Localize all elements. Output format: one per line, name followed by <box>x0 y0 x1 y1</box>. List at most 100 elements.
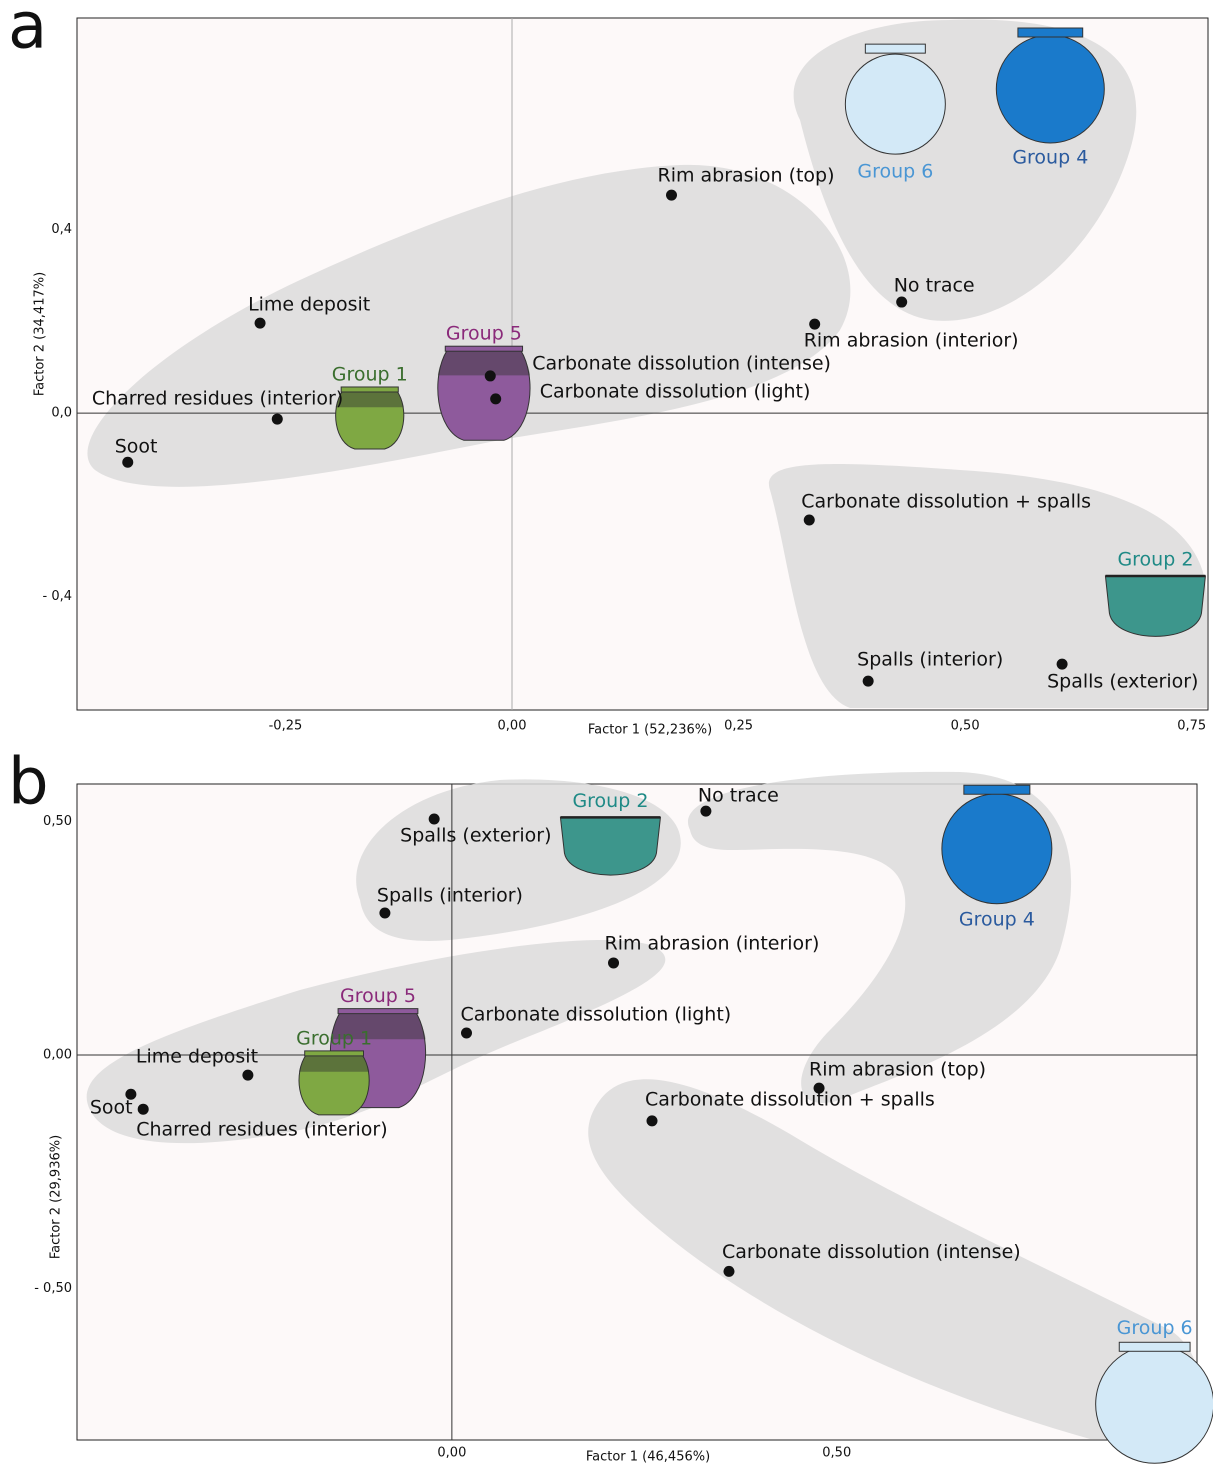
point-label: Carbonate dissolution + spalls <box>645 1088 935 1110</box>
point-label: Soot <box>115 436 158 458</box>
y-tick-label: - 0,4 <box>43 589 73 604</box>
point <box>896 296 908 308</box>
point-label: Charred residues (interior) <box>136 1119 387 1141</box>
pot-rim <box>1017 27 1084 38</box>
x-tick-label: -0,25 <box>269 719 303 734</box>
point <box>723 1265 735 1277</box>
pot-rim <box>340 386 399 393</box>
point-label: Rim abrasion (interior) <box>605 932 820 954</box>
pot-body <box>995 34 1105 144</box>
point <box>122 456 134 468</box>
point <box>379 907 391 919</box>
y-tick-label: 0,4 <box>51 222 72 237</box>
point-label: No trace <box>894 275 975 297</box>
point <box>862 675 874 687</box>
point-label: Carbonate dissolution (intense) <box>532 352 831 374</box>
point-label: Carbonate dissolution (intense) <box>722 1241 1021 1263</box>
x-axis-title: Factor 1 (52,236%) <box>588 723 712 738</box>
pot-body <box>1104 575 1206 637</box>
point <box>428 813 440 825</box>
point-label: Carbonate dissolution (light) <box>460 1004 731 1026</box>
group-icon <box>1104 574 1206 637</box>
point <box>646 1115 658 1127</box>
point-label: Rim abrasion (interior) <box>804 330 1019 352</box>
point <box>700 805 712 817</box>
y-tick-label: 0,00 <box>43 1047 72 1062</box>
point <box>666 189 677 201</box>
group-icon <box>995 27 1105 144</box>
point-label: Spalls (interior) <box>377 884 523 906</box>
x-tick-label: 0,00 <box>498 719 527 734</box>
point-label: Rim abrasion (top) <box>658 165 835 187</box>
pot-rim <box>337 1008 419 1015</box>
group-icon <box>437 345 531 441</box>
point <box>242 1069 254 1081</box>
group-label: Group 6 <box>1117 1317 1193 1339</box>
pot-decoration <box>335 390 404 408</box>
y-axis-title: Factor 2 (29,936%) <box>49 1135 64 1259</box>
group-label: Group 4 <box>1012 146 1088 168</box>
x-tick-label: 0,00 <box>437 1446 466 1461</box>
pot-rim <box>1118 1341 1191 1352</box>
group-label: Group 2 <box>572 790 648 812</box>
group-icon <box>335 386 405 450</box>
pot-body <box>437 349 531 441</box>
point-label: Rim abrasion (top) <box>809 1059 986 1081</box>
point-label: Charred residues (interior) <box>92 388 343 410</box>
panel-label: a <box>8 0 47 64</box>
group-label: Group 2 <box>1117 548 1193 570</box>
pot-rim <box>304 1050 364 1057</box>
y-tick-label: - 0,50 <box>34 1281 72 1296</box>
point <box>460 1027 472 1039</box>
pot-decoration <box>330 1012 426 1040</box>
point-label: No trace <box>698 785 779 807</box>
group-label: Group 5 <box>340 985 416 1007</box>
point-label: Lime deposit <box>136 1046 258 1068</box>
hull <box>588 1079 1201 1439</box>
pot-body <box>1095 1344 1213 1464</box>
pot-body <box>941 793 1053 905</box>
group-icon <box>1095 1341 1213 1464</box>
x-tick-label: 0,75 <box>1177 719 1206 734</box>
point <box>271 413 283 425</box>
pot-rim <box>963 784 1031 795</box>
point-label: Spalls (exterior) <box>1047 671 1198 693</box>
pot-decoration <box>299 1054 370 1072</box>
y-axis-title: Factor 2 (34,417%) <box>33 272 48 396</box>
group-label: Group 6 <box>857 161 933 183</box>
point-label: Spalls (exterior) <box>400 825 551 847</box>
point-label: Carbonate dissolution + spalls <box>801 491 1091 513</box>
group-label: Group 1 <box>296 1027 372 1049</box>
group-label: Group 4 <box>959 909 1035 931</box>
point <box>254 317 266 329</box>
marks: -0,25 0,00 0,25 0,50 0,75 0,4 0,0 - 0,4 Factor 1… <box>33 18 1213 1465</box>
pot-decoration <box>437 350 530 376</box>
pot-body <box>335 390 405 450</box>
group-icon <box>941 784 1053 905</box>
pot-body <box>559 816 662 876</box>
point-label: Carbonate dissolution (light) <box>540 380 811 402</box>
point <box>484 370 496 382</box>
pot-body <box>298 1054 370 1116</box>
point-label: Spalls (interior) <box>857 649 1003 671</box>
pot-rim <box>444 345 524 352</box>
point <box>1056 658 1068 670</box>
x-tick-label: 0,50 <box>822 1446 851 1461</box>
point <box>608 957 620 969</box>
group-icon <box>559 816 662 876</box>
group-icon <box>844 43 946 155</box>
point <box>813 1082 825 1094</box>
pot-body <box>844 53 946 155</box>
hull <box>87 164 851 487</box>
point <box>137 1103 149 1115</box>
pot-rim <box>864 43 926 54</box>
point-label: Lime deposit <box>248 294 370 316</box>
point <box>803 514 815 526</box>
point <box>125 1088 137 1100</box>
x-tick-label: 0,25 <box>724 719 753 734</box>
group-icon <box>298 1050 370 1116</box>
panel-label: b <box>8 746 49 820</box>
group-label: Group 1 <box>332 363 408 385</box>
y-tick-label: 0,50 <box>43 814 72 829</box>
